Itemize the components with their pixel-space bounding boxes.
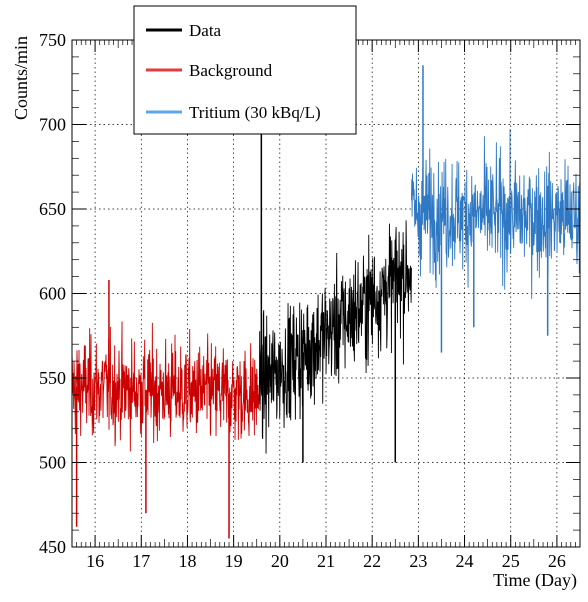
y-tick-label-700: 700 <box>39 115 66 135</box>
legend-label-tritium: Tritium (30 kBq/L) <box>189 103 321 122</box>
x-tick-label-17: 17 <box>132 551 150 571</box>
x-tick-label-25: 25 <box>502 551 520 571</box>
legend: Data Background Tritium (30 kBq/L) <box>133 5 357 135</box>
x-tick-label-19: 19 <box>225 551 243 571</box>
y-tick-label-500: 500 <box>39 453 66 473</box>
x-tick-label-23: 23 <box>409 551 427 571</box>
series-layer <box>71 65 581 539</box>
series-trace-1 <box>71 321 260 452</box>
x-tick-label-22: 22 <box>363 551 381 571</box>
series-trace-2 <box>410 128 581 299</box>
x-axis-label: Time (Day) <box>493 570 577 591</box>
x-tick-label-21: 21 <box>317 551 335 571</box>
y-tick-label-450: 450 <box>39 537 66 557</box>
y-tick-label-750: 750 <box>39 30 66 50</box>
x-tick-label-26: 26 <box>548 551 566 571</box>
legend-label-background: Background <box>189 61 273 80</box>
x-tick-label-24: 24 <box>456 551 474 571</box>
y-axis-label: Counts/min <box>11 36 31 120</box>
series-trace-0 <box>258 220 412 454</box>
x-tick-label-18: 18 <box>178 551 196 571</box>
y-tick-label-650: 650 <box>39 199 66 219</box>
y-tick-label-600: 600 <box>39 284 66 304</box>
x-tick-label-20: 20 <box>271 551 289 571</box>
x-tick-label-16: 16 <box>86 551 104 571</box>
labels-layer: 16 17 18 19 20 21 22 23 24 25 26 450 500 550 600 650 700… <box>39 30 566 571</box>
legend-label-data: Data <box>189 21 222 40</box>
y-tick-label-550: 550 <box>39 368 66 388</box>
